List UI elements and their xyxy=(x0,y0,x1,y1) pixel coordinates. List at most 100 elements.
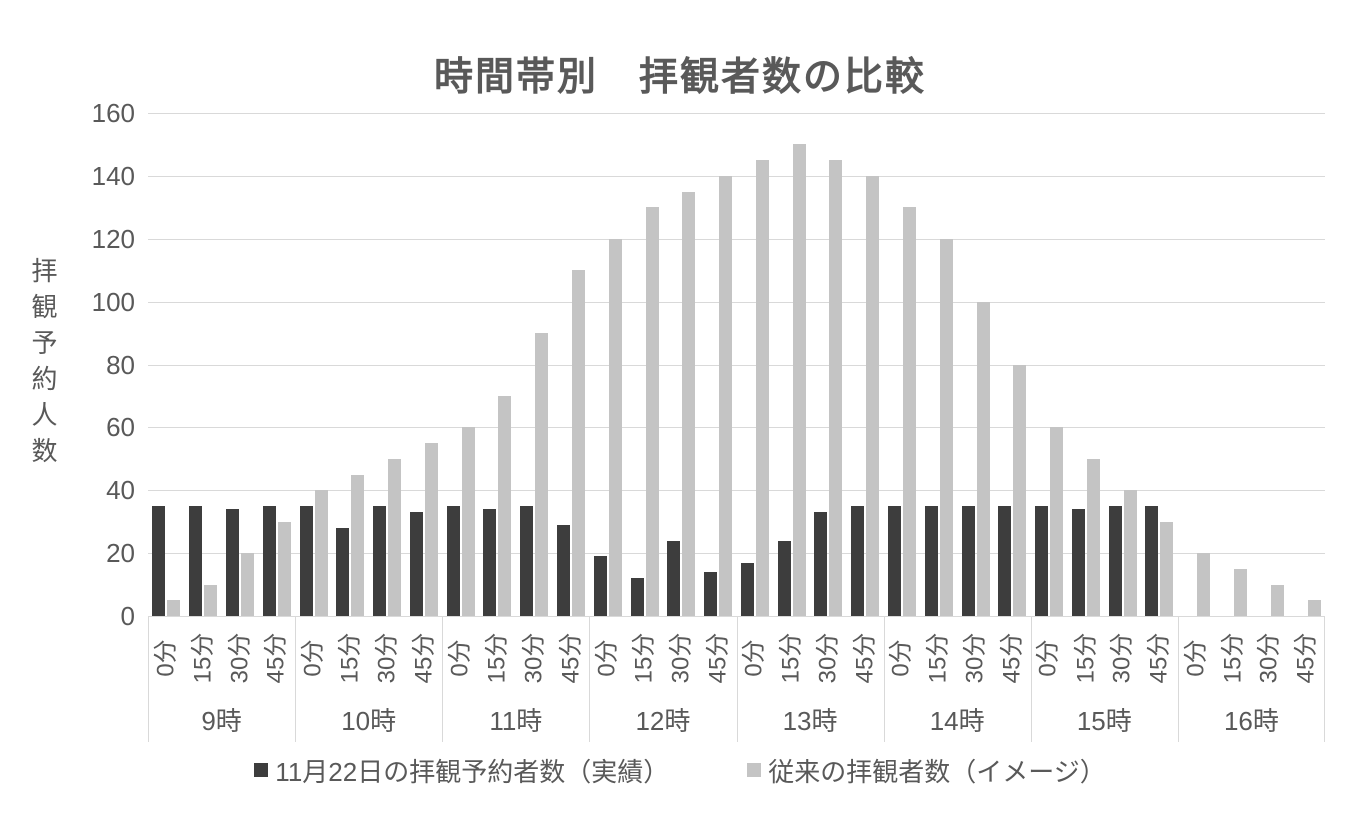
minute-label: 15分 xyxy=(185,616,222,700)
bar-actual xyxy=(520,505,534,616)
bar-actual xyxy=(667,540,681,616)
minute-label-text: 30分 xyxy=(225,632,253,684)
bar-slot xyxy=(148,113,185,616)
minute-label-text: 30分 xyxy=(814,632,842,684)
bar-slot xyxy=(479,113,516,616)
bar-slot xyxy=(700,113,737,616)
bar-legacy xyxy=(792,144,806,616)
minute-label: 30分 xyxy=(516,616,553,700)
bar-legacy xyxy=(608,238,622,616)
minute-label: 30分 xyxy=(957,616,994,700)
bar-actual xyxy=(1108,505,1122,616)
plot-area xyxy=(148,113,1325,617)
minute-label-text: 0分 xyxy=(888,639,916,677)
y-axis-tick-labels: 0 20 40 60 80 100 120 140 160 xyxy=(55,98,135,631)
minute-label: 45分 xyxy=(553,616,590,700)
minute-label-text: 45分 xyxy=(704,632,732,684)
minute-label-text: 30分 xyxy=(520,632,548,684)
bar-slot xyxy=(405,113,442,616)
gridline-80 xyxy=(148,364,1325,366)
minute-label: 30分 xyxy=(1251,616,1288,700)
bar-legacy xyxy=(1123,490,1137,616)
minute-label: 45分 xyxy=(1288,616,1325,700)
group-separator xyxy=(736,616,738,742)
bar-actual xyxy=(777,540,791,616)
group-separator xyxy=(1030,616,1032,742)
minute-label: 0分 xyxy=(148,616,185,700)
bar-legacy xyxy=(461,427,475,616)
bar-legacy xyxy=(1013,364,1027,616)
hour-label: 10時 xyxy=(341,706,397,736)
minute-label-text: 15分 xyxy=(1219,632,1247,684)
hour-label: 15時 xyxy=(1076,706,1132,736)
bar-slot xyxy=(847,113,884,616)
minute-label-text: 30分 xyxy=(1255,632,1283,684)
bar-actual xyxy=(336,527,350,616)
bar-actual xyxy=(299,505,313,616)
minute-label: 30分 xyxy=(1104,616,1141,700)
bar-actual xyxy=(409,512,423,616)
minute-label-text: 30分 xyxy=(1108,632,1136,684)
legend-item: 11月22日の拝観予約者数（実績） xyxy=(254,752,669,789)
minute-label: 45分 xyxy=(994,616,1031,700)
hour-label: 16時 xyxy=(1223,706,1279,736)
gridline-60 xyxy=(148,427,1325,429)
bar-slot xyxy=(663,113,700,616)
minute-label-text: 30分 xyxy=(667,632,695,684)
bar-slot xyxy=(1251,113,1288,616)
bar-actual xyxy=(630,578,644,616)
bar-group-14時 xyxy=(884,113,1031,616)
minute-label-text: 0分 xyxy=(152,639,180,677)
group-separator xyxy=(883,616,885,742)
minute-label: 45分 xyxy=(700,616,737,700)
minute-label-text: 45分 xyxy=(556,632,584,684)
minute-label-text: 15分 xyxy=(189,632,217,684)
minute-label: 45分 xyxy=(847,616,884,700)
hour-label: 13時 xyxy=(782,706,838,736)
y-tick-label: 20 xyxy=(106,538,135,569)
minute-label: 15分 xyxy=(332,616,369,700)
minute-label: 30分 xyxy=(810,616,847,700)
bar-actual xyxy=(189,505,203,616)
group-separator xyxy=(1324,616,1325,742)
minute-label-text: 15分 xyxy=(483,632,511,684)
bar-actual xyxy=(814,512,828,616)
group-separator xyxy=(295,616,297,742)
bar-slot xyxy=(1178,113,1215,616)
bar-actual xyxy=(740,562,754,616)
legend-swatch xyxy=(254,763,269,777)
group-separator xyxy=(442,616,444,742)
minute-label: 0分 xyxy=(589,616,626,700)
minute-label: 30分 xyxy=(663,616,700,700)
bar-slot xyxy=(1141,113,1178,616)
bar-actual xyxy=(704,572,718,616)
bar-slot xyxy=(295,113,332,616)
minute-label-text: 45分 xyxy=(409,632,437,684)
bar-legacy xyxy=(866,175,880,616)
minute-label-text: 15分 xyxy=(630,632,658,684)
group-separator xyxy=(1177,616,1179,742)
bar-actual xyxy=(262,505,276,616)
y-tick-label: 160 xyxy=(91,98,135,128)
minute-label: 0分 xyxy=(1178,616,1215,700)
bar-slot xyxy=(1288,113,1325,616)
bar-slot xyxy=(516,113,553,616)
chart-title: 時間帯別 拝観者数の比較 xyxy=(433,56,926,100)
bar-actual xyxy=(924,505,938,616)
hour-label: 9時 xyxy=(201,706,242,736)
minute-label: 15分 xyxy=(626,616,663,700)
minute-label: 15分 xyxy=(1215,616,1252,700)
minute-label-text: 0分 xyxy=(299,639,327,677)
minute-label: 0分 xyxy=(737,616,774,700)
bar-slot xyxy=(737,113,774,616)
bar-legacy xyxy=(903,207,917,616)
bar-slot xyxy=(1068,113,1105,616)
bar-legacy xyxy=(1086,458,1100,616)
bar-legacy xyxy=(240,553,254,616)
bar-group-11時 xyxy=(442,113,589,616)
bar-legacy xyxy=(167,600,181,616)
bar-group-9時 xyxy=(148,113,295,616)
gridline-120 xyxy=(148,238,1325,240)
bar-actual xyxy=(373,505,387,616)
legend: 11月22日の拝観予約者数（実績） 従来の拝観者数（イメージ） xyxy=(0,750,1360,790)
